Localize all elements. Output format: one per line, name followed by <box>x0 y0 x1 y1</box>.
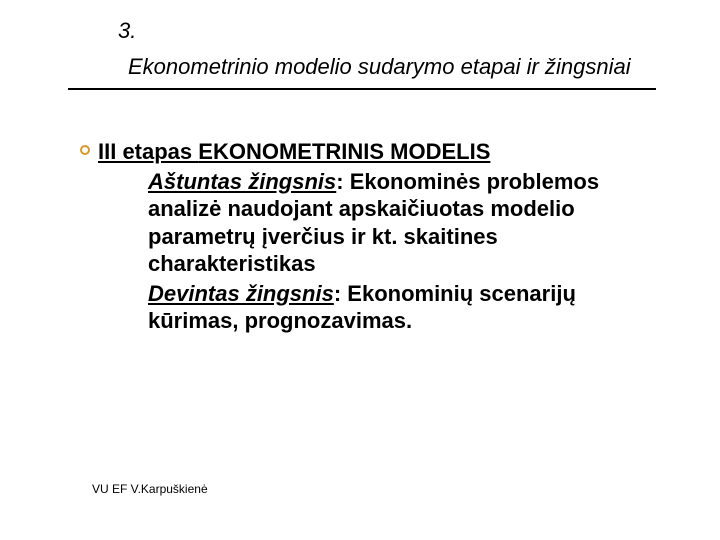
slide: 3. Ekonometrinio modelio sudarymo etapai… <box>0 0 720 540</box>
step-8: Aštuntas žingsnis: Ekonominės problemos … <box>148 168 658 278</box>
stage-heading: III etapas EKONOMETRINIS MODELIS <box>98 138 658 166</box>
footer-author: VU EF V.Karpuškienė <box>92 482 208 496</box>
stage-main: EKONOMETRINIS MODELIS <box>198 139 490 164</box>
step-8-label: Aštuntas žingsnis <box>148 169 336 194</box>
step-9-label: Devintas žingsnis <box>148 281 334 306</box>
content-block: III etapas EKONOMETRINIS MODELIS Aštunta… <box>98 138 658 335</box>
title-divider <box>68 88 656 90</box>
bullet-icon <box>80 145 90 155</box>
slide-title: Ekonometrinio modelio sudarymo etapai ir… <box>128 54 631 80</box>
slide-number: 3. <box>118 18 136 44</box>
stage-prefix: III etapas <box>98 139 198 164</box>
step-9: Devintas žingsnis: Ekonominių scenarijų … <box>148 280 658 335</box>
